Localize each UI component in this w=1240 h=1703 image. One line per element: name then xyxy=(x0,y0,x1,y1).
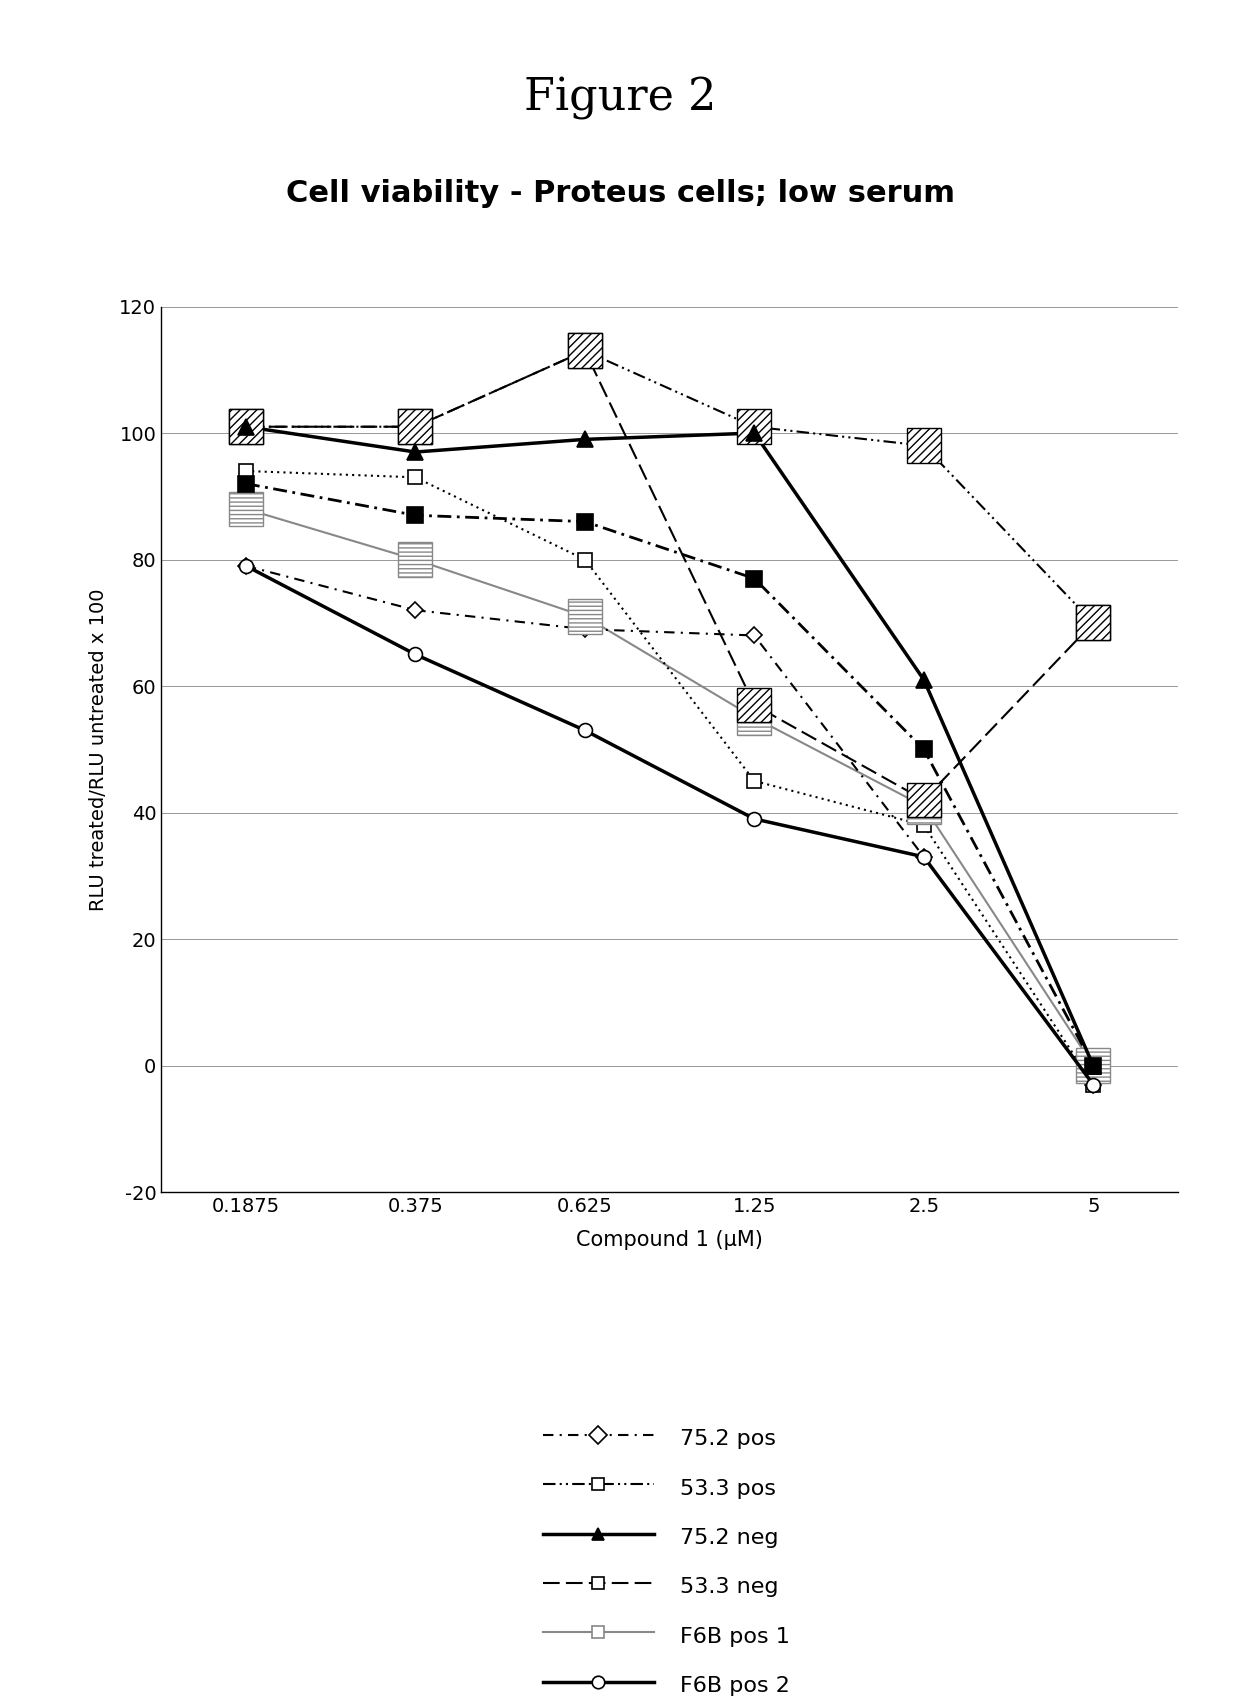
Text: Cell viability - Proteus cells; low serum: Cell viability - Proteus cells; low seru… xyxy=(285,179,955,208)
Text: Figure 2: Figure 2 xyxy=(523,77,717,119)
Bar xyxy=(1076,606,1110,640)
Bar xyxy=(398,409,433,444)
Bar xyxy=(229,492,263,526)
Bar xyxy=(229,409,263,444)
Bar xyxy=(1076,1047,1110,1083)
Bar xyxy=(1076,606,1110,640)
Bar xyxy=(568,334,601,368)
Bar xyxy=(568,599,601,634)
X-axis label: Compound 1 (μM): Compound 1 (μM) xyxy=(577,1230,763,1250)
Bar xyxy=(738,409,771,444)
Bar xyxy=(568,334,601,368)
Legend: 75.2 pos, 53.3 pos, 75.2 neg, 53.3 neg, F6B pos 1, F6B pos 2, H4A neg 1, H4A neg: 75.2 pos, 53.3 pos, 75.2 neg, 53.3 neg, … xyxy=(543,1425,796,1703)
Bar xyxy=(398,542,433,577)
Bar xyxy=(738,688,771,722)
Bar xyxy=(738,700,771,736)
Bar xyxy=(906,429,941,463)
Y-axis label: RLU treated/RLU untreated x 100: RLU treated/RLU untreated x 100 xyxy=(89,588,108,911)
Bar xyxy=(398,409,433,444)
Bar xyxy=(906,783,941,817)
Bar xyxy=(906,788,941,824)
Bar xyxy=(229,409,263,444)
